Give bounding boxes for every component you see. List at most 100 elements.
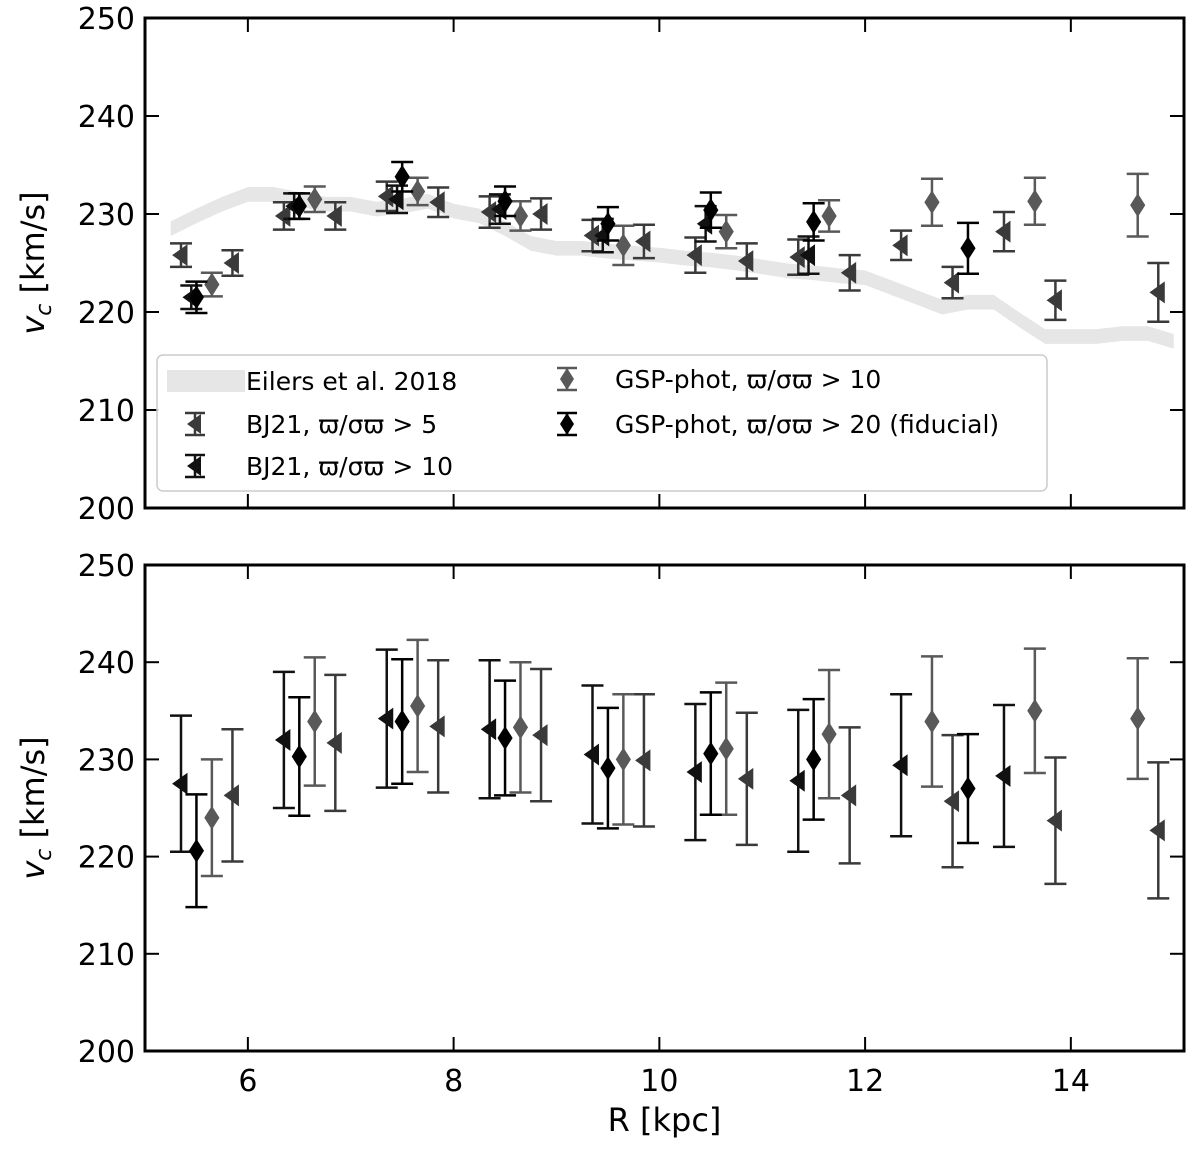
- legend-handle-bj21_5: [185, 411, 205, 437]
- gsp_20-point: [960, 776, 976, 801]
- gsp_10-point: [410, 694, 426, 718]
- gsp_20-point: [806, 747, 822, 772]
- y-tick-label: 230: [78, 743, 135, 778]
- bj21_5-point: [223, 784, 239, 807]
- bj21_5-point: [943, 790, 960, 813]
- bj21_5-point: [172, 244, 188, 267]
- bj21_5-point: [532, 724, 548, 747]
- y-axis-label: vc [km/s]: [14, 736, 57, 879]
- y-axis-label: vc [km/s]: [14, 191, 57, 334]
- y-tick-label: 240: [78, 646, 135, 681]
- bj21_5-point: [737, 250, 754, 273]
- bj21_5-point: [840, 784, 857, 807]
- bj21_10-point: [789, 769, 805, 792]
- bottom-axes-frame: [143, 563, 1186, 1053]
- gsp_10-point: [615, 747, 631, 772]
- bj21_10-point: [686, 761, 702, 784]
- gsp_10-point: [718, 736, 734, 761]
- legend-handle-gsp_10: [557, 366, 577, 392]
- top-panel: 200 210 220 230 240 250 vc [km/s] Eilers et al.…: [14, 2, 1186, 527]
- bj21_5-point: [429, 715, 445, 738]
- legend-label-gsp_10: GSP-phot, ϖ/σϖ > 10: [615, 365, 881, 394]
- legend-box: [156, 354, 1048, 492]
- y-axis-label-symbol: v: [14, 315, 52, 335]
- legend-handle-bj21_10: [185, 453, 205, 479]
- bj21_10-point: [388, 188, 404, 211]
- gsp_10-point: [512, 204, 529, 228]
- series-gsp_20: [185, 160, 979, 315]
- legend-marker: [187, 456, 201, 476]
- gsp_10-point: [307, 187, 323, 212]
- gsp_10-point: [718, 219, 734, 244]
- gsp_20-point: [600, 211, 616, 236]
- bj21_10-point: [583, 743, 599, 766]
- gsp_10-point: [1130, 193, 1146, 218]
- y-tick-label: 210: [78, 394, 135, 429]
- bj21_5-point: [635, 749, 651, 772]
- gsp_20-point: [703, 741, 719, 766]
- bj21_5-point: [275, 204, 291, 227]
- gsp_10-point: [821, 204, 837, 228]
- bj21_10-point: [275, 728, 291, 751]
- y-tick-label: 210: [78, 938, 135, 973]
- x-tick-label: 10: [640, 1064, 678, 1099]
- legend-marker: [187, 414, 201, 434]
- y-tick-label: 250: [78, 549, 135, 584]
- gsp_20-point: [703, 198, 719, 223]
- bj21_5-point: [995, 220, 1011, 243]
- series-gsp_10: [200, 638, 1149, 878]
- y-axis-label-subscript: c: [32, 304, 57, 316]
- gsp_20-point: [188, 838, 205, 863]
- gsp_20-point: [188, 285, 205, 310]
- y-tick-label: 240: [78, 100, 135, 135]
- gsp_10-point: [1027, 189, 1043, 214]
- x-tick-label: 8: [444, 1064, 463, 1099]
- legend-marker: [560, 368, 574, 390]
- legend: Eilers et al. 2018 BJ21, ϖ/σϖ > 5 BJ21, ϖ/…: [156, 354, 1048, 492]
- bj21_5-point: [326, 731, 342, 754]
- y-tick-label: 200: [78, 1035, 135, 1070]
- series-bj21_5: [221, 659, 1170, 900]
- gsp_10-point: [204, 272, 220, 297]
- gsp_10-point: [924, 190, 940, 215]
- y-tick-label: 220: [78, 296, 135, 331]
- eilers-band: [170, 187, 1174, 349]
- bj21_5-point: [223, 252, 239, 274]
- bj21_5-point: [943, 271, 960, 294]
- series-bj21_5: [170, 180, 1170, 324]
- top-axes-frame: [143, 16, 1186, 510]
- gsp_10-point: [924, 709, 940, 734]
- bj21_5-point: [1046, 809, 1062, 832]
- bj21_10-point: [480, 718, 497, 741]
- bj21_5-point: [737, 767, 754, 790]
- legend-handle-eilers: [167, 370, 245, 392]
- gsp_10-point: [307, 709, 323, 734]
- gsp_20-point: [394, 164, 410, 189]
- top-plot-area: [170, 160, 1174, 349]
- gsp_10-point: [204, 805, 220, 830]
- bj21_5-point: [1046, 289, 1062, 312]
- gsp_10-point: [821, 722, 837, 747]
- gsp_20-point: [960, 236, 976, 261]
- gsp_10-point: [512, 715, 529, 740]
- y-tick-label: 230: [78, 198, 135, 233]
- series-bj21_10: [170, 648, 1015, 853]
- gsp_20-point: [600, 756, 616, 781]
- gsp_20-point: [806, 209, 822, 234]
- x-tick-label: 14: [1052, 1064, 1090, 1099]
- bj21_5-point: [326, 204, 342, 227]
- y-tick-label: 220: [78, 841, 135, 876]
- gsp_20-point: [497, 189, 513, 214]
- bottom-plot-area: [170, 638, 1170, 909]
- bj21_10-point: [995, 764, 1011, 787]
- bj21_5-point: [892, 234, 908, 257]
- bj21_10-point: [377, 707, 394, 730]
- legend-handle-gsp_20: [557, 411, 577, 437]
- legend-label-gsp_20: GSP-phot, ϖ/σϖ > 20 (fiducial): [615, 410, 999, 439]
- x-tick-label: 12: [846, 1064, 884, 1099]
- bj21_10-point: [172, 772, 188, 795]
- y-tick-label: 200: [78, 492, 135, 527]
- bj21_5-point: [635, 230, 651, 253]
- bj21_5-point: [1149, 819, 1165, 842]
- y-axis-label-symbol: v: [14, 860, 52, 880]
